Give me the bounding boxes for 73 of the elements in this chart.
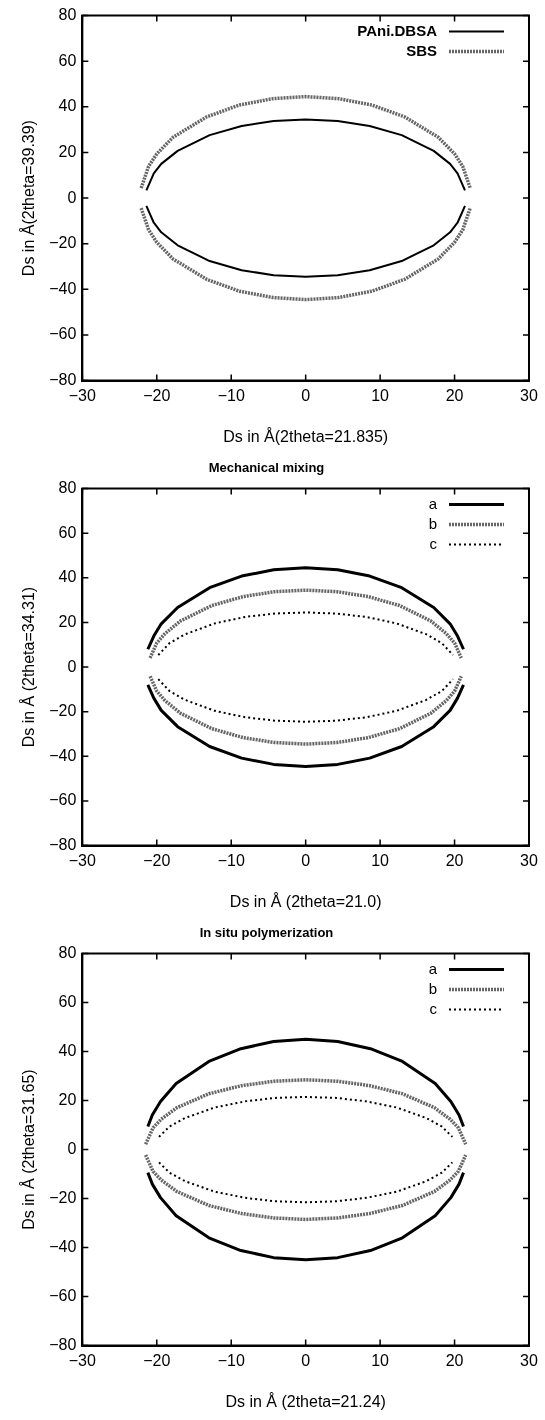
legend-label: b	[428, 979, 437, 997]
line-series	[143, 1078, 468, 1146]
x-tick-label: 20	[445, 1351, 464, 1369]
x-tick-label: 0	[301, 1351, 311, 1369]
y-tick-label: 60	[58, 523, 77, 541]
x-tick-label: 10	[371, 851, 390, 869]
x-tick-label: 20	[445, 386, 464, 404]
line-series	[158, 1161, 454, 1204]
y-tick-label: 0	[67, 188, 77, 206]
line-series	[158, 1095, 454, 1138]
line-series	[148, 674, 464, 746]
y-axis-title: Ds in Å (2theta=31.65)	[19, 1069, 38, 1230]
y-tick-label: 0	[67, 1140, 77, 1158]
x-tick-label: −30	[68, 386, 97, 404]
y-tick-label: −60	[49, 1287, 77, 1305]
y-tick-label: 60	[58, 993, 77, 1011]
legend-label: c	[429, 999, 438, 1017]
x-tick-label: −10	[217, 851, 245, 869]
y-tick-label: −80	[49, 1336, 77, 1354]
y-tick-label: −80	[49, 836, 77, 854]
legend-label: c	[429, 534, 438, 552]
y-tick-label: −40	[49, 746, 77, 764]
y-tick-label: −20	[49, 234, 77, 252]
y-axis-title: Ds in Å (2theta=34.31)	[19, 586, 38, 748]
y-tick-label: 80	[58, 944, 77, 962]
x-tick-label: −10	[217, 386, 245, 404]
x-axis-title: Ds in Å(2theta=21.835)	[223, 426, 389, 445]
y-tick-label: −60	[49, 791, 77, 809]
legend-label: PAni.DBSA	[357, 21, 438, 39]
line-series	[157, 611, 455, 657]
line-series	[143, 1153, 468, 1222]
y-tick-label: 20	[58, 142, 77, 160]
x-tick-label: 10	[371, 386, 390, 404]
x-tick-label: −20	[143, 1351, 171, 1369]
y-tick-label: −60	[49, 325, 77, 343]
y-tick-label: 60	[58, 51, 77, 69]
y-tick-label: 20	[58, 612, 77, 630]
chart-title: In situ polymerization	[199, 925, 334, 941]
y-axis-title: Ds in Å(2theta=39.39)	[19, 120, 38, 277]
y-tick-label: 20	[58, 1091, 77, 1109]
x-tick-label: 30	[520, 851, 538, 869]
y-tick-label: 80	[58, 6, 77, 24]
x-tick-label: −20	[143, 386, 171, 404]
line-series	[139, 94, 472, 190]
y-tick-label: −20	[49, 702, 77, 720]
y-tick-label: −40	[49, 279, 77, 297]
y-tick-label: −40	[49, 1238, 77, 1256]
y-tick-label: 40	[58, 97, 77, 115]
x-tick-label: 0	[301, 386, 311, 404]
legend-label: b	[428, 514, 437, 532]
legend-label: a	[428, 494, 438, 512]
y-tick-label: 80	[58, 479, 77, 497]
x-axis-title: Ds in Å (2theta=21.0)	[229, 891, 382, 910]
y-tick-label: 40	[58, 568, 77, 586]
x-tick-label: 0	[301, 851, 311, 869]
x-tick-label: −20	[143, 851, 171, 869]
chart-title: Mechanical mixing	[208, 460, 325, 476]
x-tick-label: 20	[445, 851, 464, 869]
x-tick-label: −30	[68, 851, 97, 869]
x-tick-label: 30	[520, 1351, 538, 1369]
line-series	[139, 206, 472, 302]
y-tick-label: 40	[58, 1042, 77, 1060]
y-tick-label: 0	[67, 657, 77, 675]
legend-label: a	[428, 959, 438, 977]
x-tick-label: 10	[371, 1351, 390, 1369]
x-tick-label: 30	[520, 386, 538, 404]
x-axis-title: Ds in Å (2theta=21.24)	[225, 1391, 386, 1410]
x-tick-label: −10	[217, 1351, 245, 1369]
y-tick-label: −80	[49, 371, 77, 389]
line-series	[148, 588, 464, 660]
y-tick-label: −20	[49, 1189, 77, 1207]
x-tick-label: −30	[68, 1351, 97, 1369]
legend-label: SBS	[406, 41, 437, 59]
